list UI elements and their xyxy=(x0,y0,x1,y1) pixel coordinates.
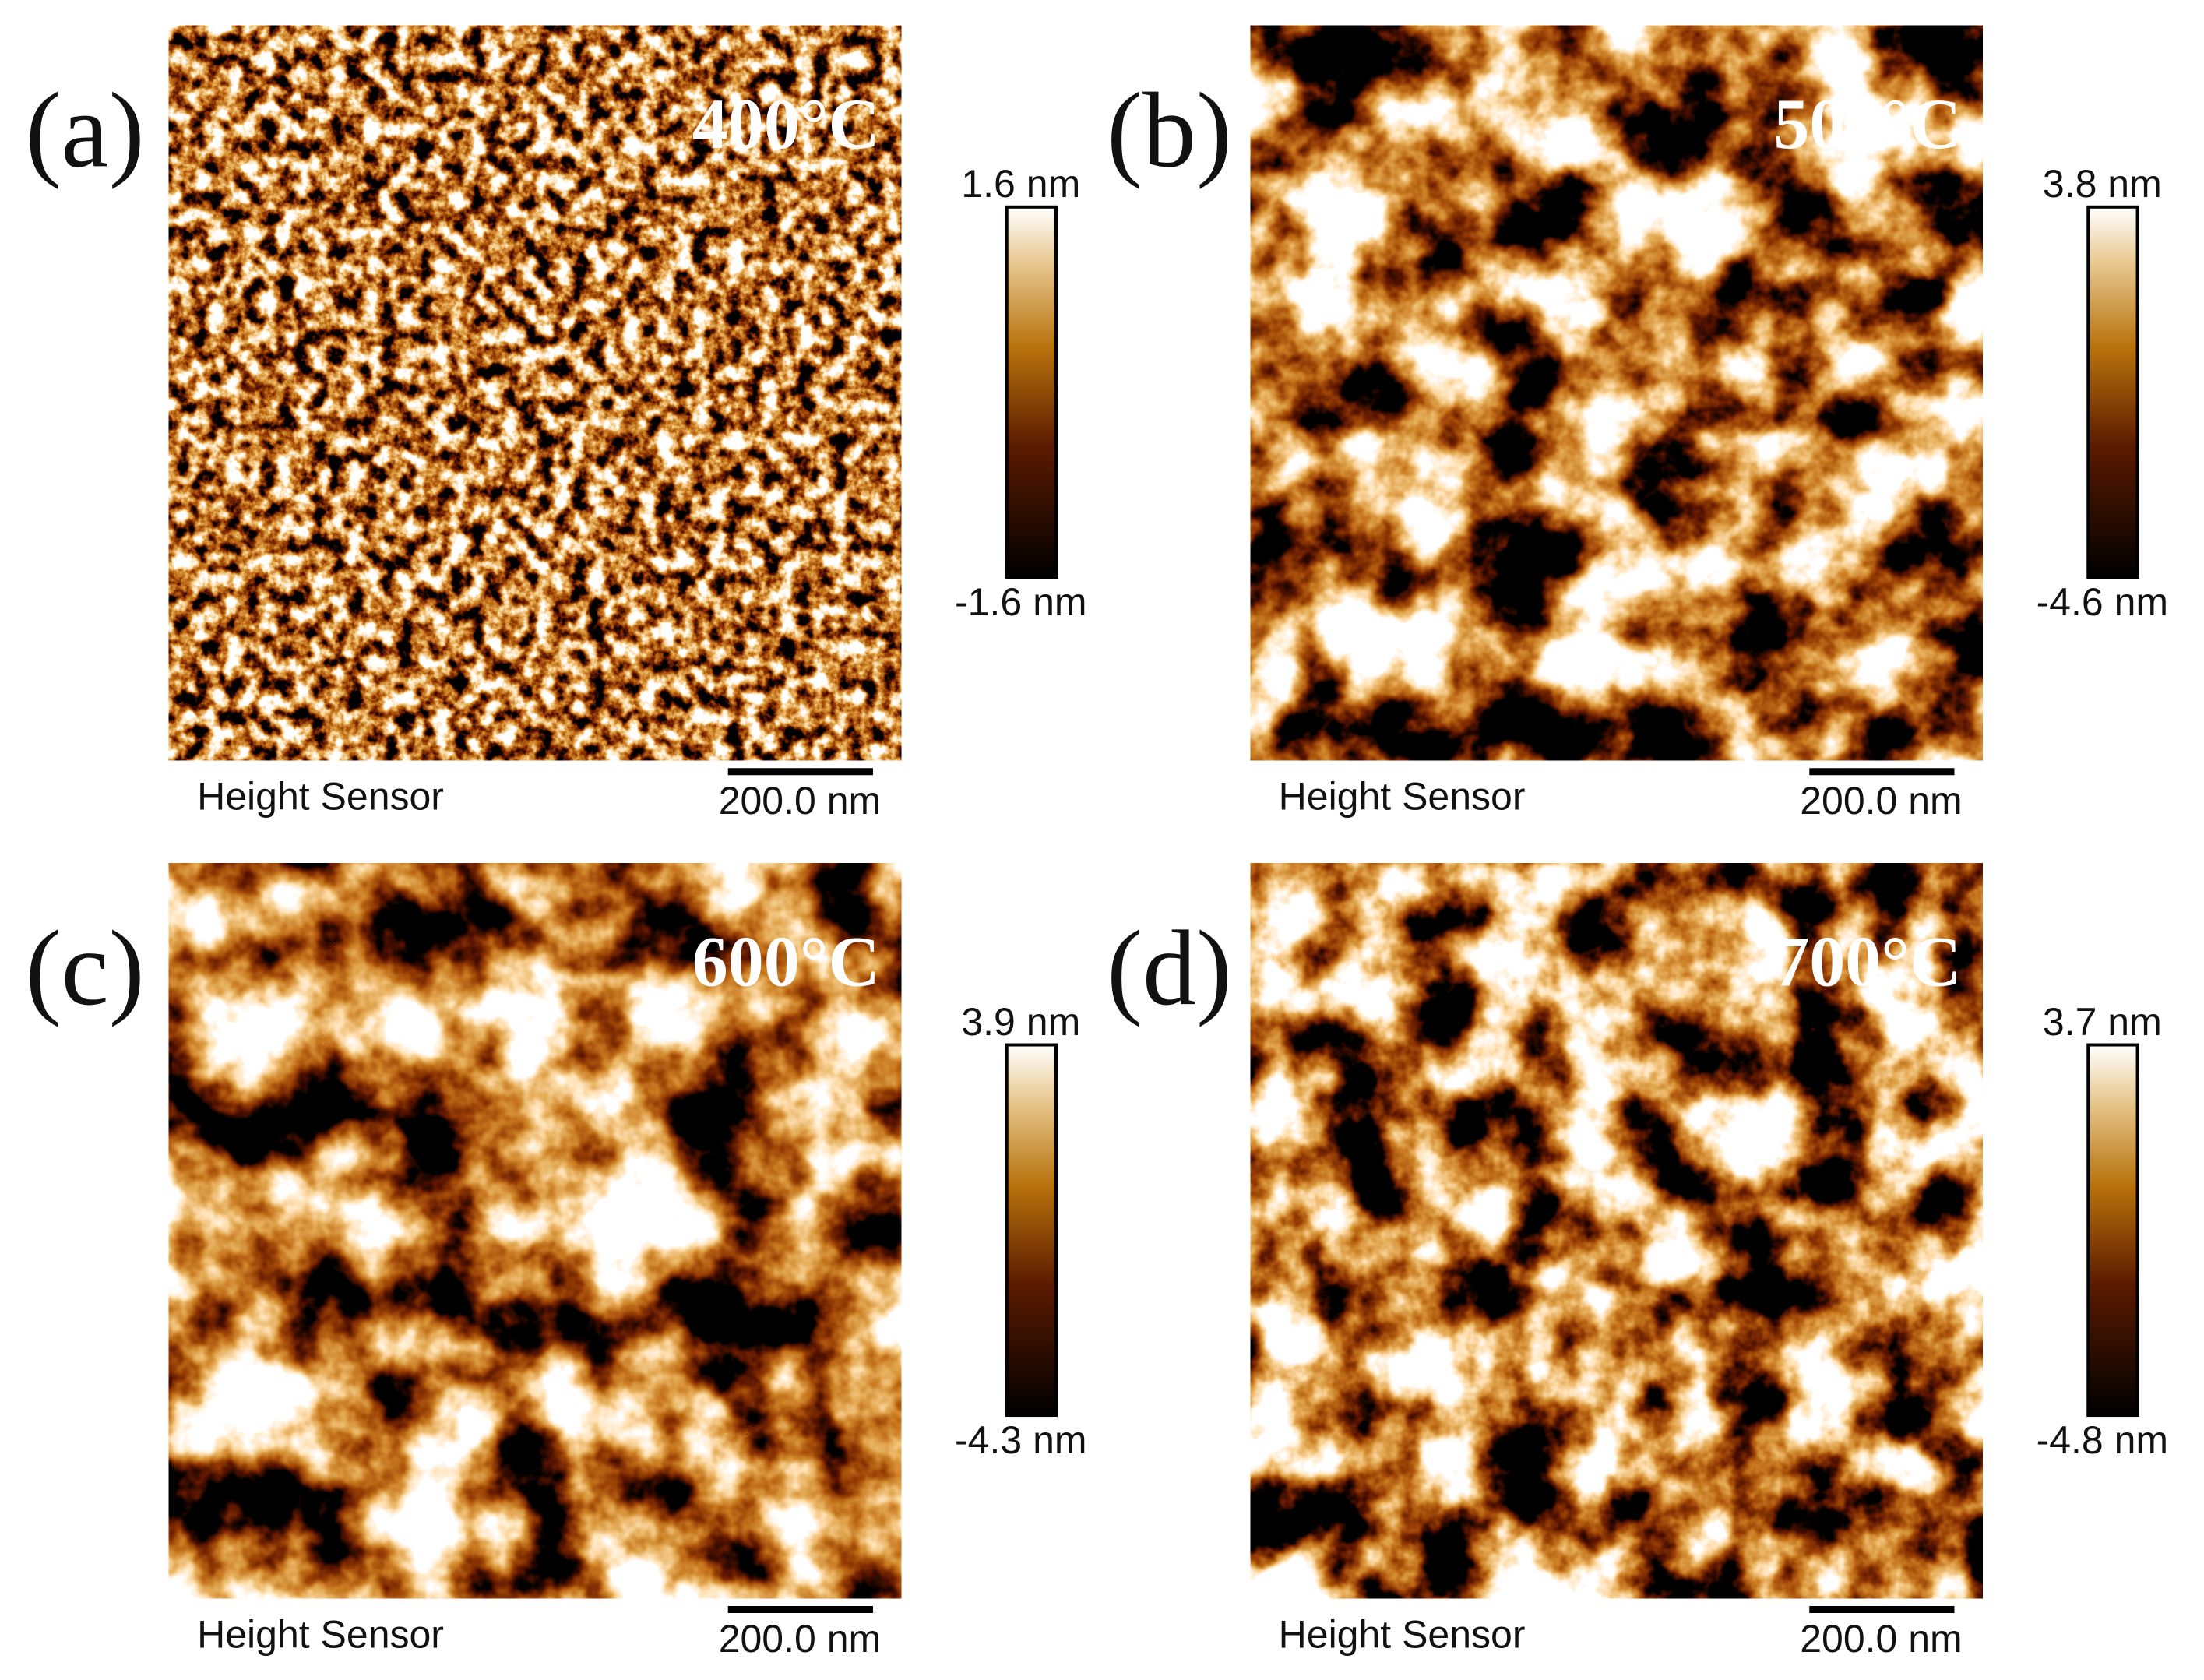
caption: Height Sensor xyxy=(1279,775,1526,819)
colorbar xyxy=(1005,205,1058,579)
temperature-label: 700°C xyxy=(1773,922,1961,1002)
temperature-label: 500°C xyxy=(1773,84,1961,164)
scale-bar-label: 200.0 nm xyxy=(1800,779,1962,822)
colorbar-min: -1.6 nm xyxy=(955,580,1087,624)
panel-label: (c) xyxy=(26,908,145,1027)
temperature-label: 600°C xyxy=(692,922,880,1002)
afm-image xyxy=(1250,25,1983,761)
scale-bar-label: 200.0 nm xyxy=(719,779,881,822)
caption: Height Sensor xyxy=(197,775,444,819)
caption: Height Sensor xyxy=(197,1612,444,1656)
colorbar-max: 3.9 nm xyxy=(961,1000,1080,1044)
caption: Height Sensor xyxy=(1279,1612,1526,1656)
afm-image xyxy=(168,25,902,761)
colorbar-min: -4.8 nm xyxy=(2037,1418,2169,1462)
colorbar-min: -4.6 nm xyxy=(2037,580,2169,624)
scale-bar-label: 200.0 nm xyxy=(719,1617,881,1661)
colorbar xyxy=(2086,205,2139,579)
scale-bar-label: 200.0 nm xyxy=(1800,1617,1962,1661)
colorbar xyxy=(2086,1043,2139,1418)
panel-label: (b) xyxy=(1107,70,1232,189)
colorbar-max: 1.6 nm xyxy=(961,162,1080,206)
colorbar xyxy=(1005,1043,1058,1418)
panel-label: (a) xyxy=(26,70,145,189)
colorbar-min: -4.3 nm xyxy=(955,1418,1087,1462)
colorbar-max: 3.7 nm xyxy=(2043,1000,2162,1044)
temperature-label: 400°C xyxy=(692,84,880,164)
colorbar-max: 3.8 nm xyxy=(2043,162,2162,206)
panel-label: (d) xyxy=(1107,908,1232,1027)
afm-image xyxy=(1250,863,1983,1599)
afm-image xyxy=(168,863,902,1599)
